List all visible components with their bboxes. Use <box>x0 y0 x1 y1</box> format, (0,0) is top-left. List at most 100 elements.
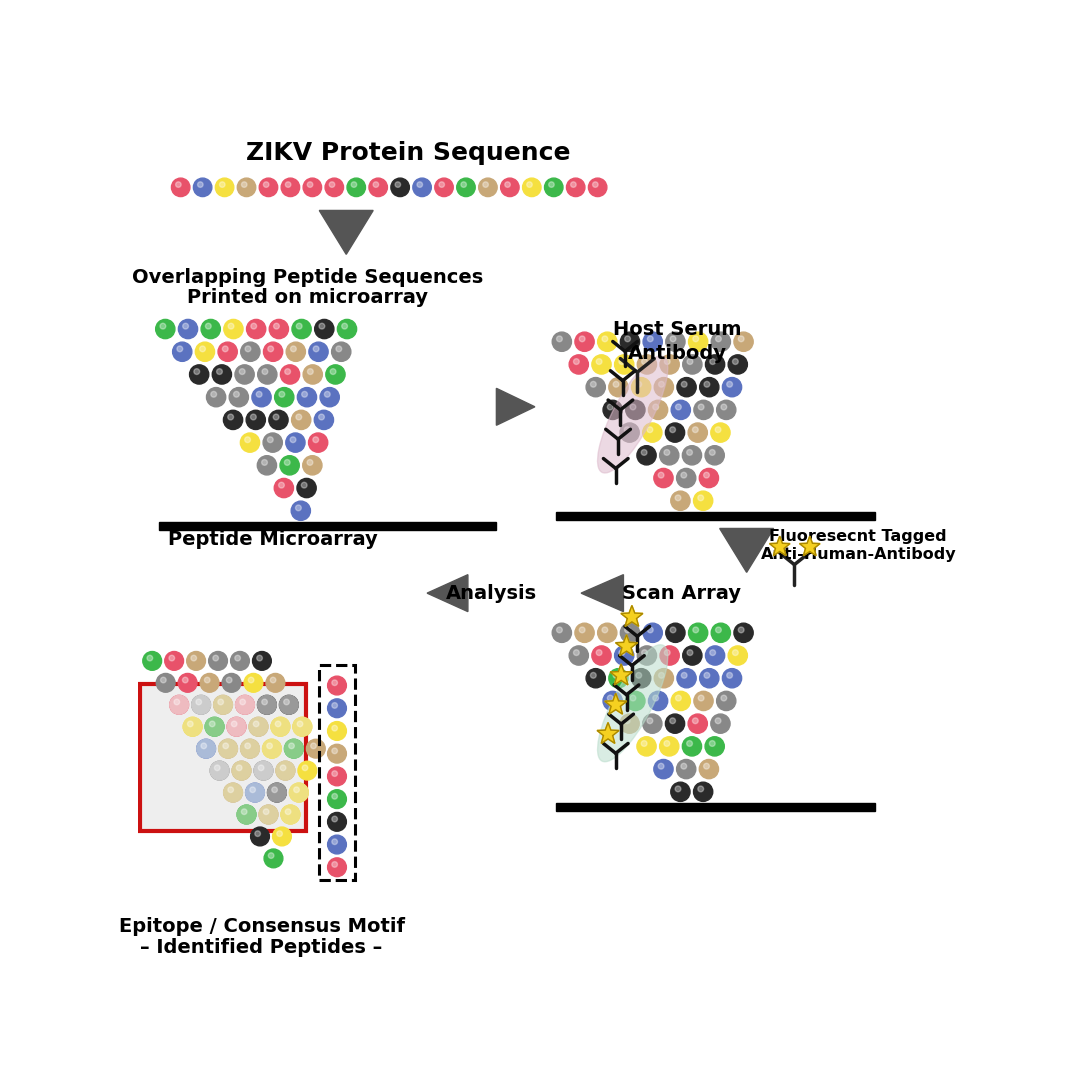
Circle shape <box>720 404 727 410</box>
Circle shape <box>257 696 277 714</box>
Circle shape <box>613 673 618 678</box>
Circle shape <box>292 410 310 430</box>
Circle shape <box>320 388 340 407</box>
Circle shape <box>219 181 225 187</box>
Circle shape <box>209 721 215 727</box>
Circle shape <box>259 805 278 824</box>
Circle shape <box>332 726 337 731</box>
Polygon shape <box>582 575 624 611</box>
Circle shape <box>698 495 703 501</box>
Circle shape <box>257 456 277 475</box>
Circle shape <box>291 346 296 352</box>
Circle shape <box>738 627 744 633</box>
Circle shape <box>219 740 238 758</box>
Circle shape <box>728 646 748 665</box>
Circle shape <box>603 691 623 711</box>
Circle shape <box>200 346 205 352</box>
Circle shape <box>332 748 337 754</box>
Circle shape <box>624 427 630 433</box>
Circle shape <box>251 323 257 329</box>
Circle shape <box>332 771 337 777</box>
Circle shape <box>200 674 219 692</box>
Circle shape <box>609 378 628 396</box>
Circle shape <box>229 388 248 407</box>
Circle shape <box>682 646 702 665</box>
Circle shape <box>626 691 644 711</box>
Circle shape <box>201 743 206 748</box>
Circle shape <box>727 673 732 678</box>
Circle shape <box>545 178 563 197</box>
Circle shape <box>310 743 317 748</box>
Circle shape <box>461 181 467 187</box>
Circle shape <box>478 178 497 197</box>
Circle shape <box>214 696 232 714</box>
Circle shape <box>169 656 175 661</box>
Circle shape <box>590 381 596 387</box>
Circle shape <box>665 714 685 733</box>
Circle shape <box>693 782 713 801</box>
Circle shape <box>242 181 247 187</box>
Circle shape <box>326 365 345 384</box>
Circle shape <box>395 181 400 187</box>
Circle shape <box>251 414 256 420</box>
Circle shape <box>653 696 659 701</box>
Circle shape <box>279 483 284 488</box>
Circle shape <box>609 669 628 688</box>
Circle shape <box>596 650 602 656</box>
Circle shape <box>219 740 238 758</box>
Circle shape <box>693 627 699 633</box>
Circle shape <box>245 783 265 802</box>
Circle shape <box>271 787 278 793</box>
Circle shape <box>294 787 299 793</box>
Circle shape <box>217 368 222 375</box>
Circle shape <box>264 849 283 868</box>
Circle shape <box>271 787 278 793</box>
Circle shape <box>297 388 317 407</box>
Circle shape <box>264 809 269 814</box>
Circle shape <box>328 767 346 786</box>
Circle shape <box>574 650 579 656</box>
Circle shape <box>264 342 283 362</box>
Circle shape <box>263 740 281 758</box>
Circle shape <box>328 858 346 877</box>
Circle shape <box>457 178 475 197</box>
Circle shape <box>681 381 687 387</box>
Circle shape <box>289 743 294 748</box>
Circle shape <box>614 646 634 665</box>
Circle shape <box>240 368 245 375</box>
Circle shape <box>276 721 281 727</box>
Circle shape <box>283 699 290 705</box>
Circle shape <box>240 699 245 705</box>
Circle shape <box>263 740 281 758</box>
Circle shape <box>315 410 333 430</box>
Circle shape <box>693 336 699 341</box>
Circle shape <box>280 696 298 714</box>
Circle shape <box>271 717 290 737</box>
Circle shape <box>620 714 639 733</box>
Circle shape <box>676 404 681 410</box>
Circle shape <box>194 368 200 375</box>
Circle shape <box>608 696 613 701</box>
Circle shape <box>238 178 256 197</box>
Polygon shape <box>621 606 643 626</box>
Circle shape <box>643 333 662 351</box>
Circle shape <box>647 427 653 433</box>
Circle shape <box>171 178 190 197</box>
Circle shape <box>290 783 308 802</box>
Circle shape <box>271 717 290 737</box>
Circle shape <box>636 673 641 678</box>
Circle shape <box>703 764 710 769</box>
Circle shape <box>309 342 328 362</box>
Text: Printed on microarray: Printed on microarray <box>188 288 429 307</box>
Circle shape <box>302 391 307 397</box>
Circle shape <box>727 381 732 387</box>
Circle shape <box>250 717 268 737</box>
Circle shape <box>648 336 653 341</box>
Circle shape <box>602 336 608 341</box>
Circle shape <box>277 831 282 836</box>
Circle shape <box>188 721 193 727</box>
Circle shape <box>237 765 242 771</box>
Circle shape <box>699 696 704 701</box>
Circle shape <box>259 805 278 824</box>
Circle shape <box>733 623 753 643</box>
